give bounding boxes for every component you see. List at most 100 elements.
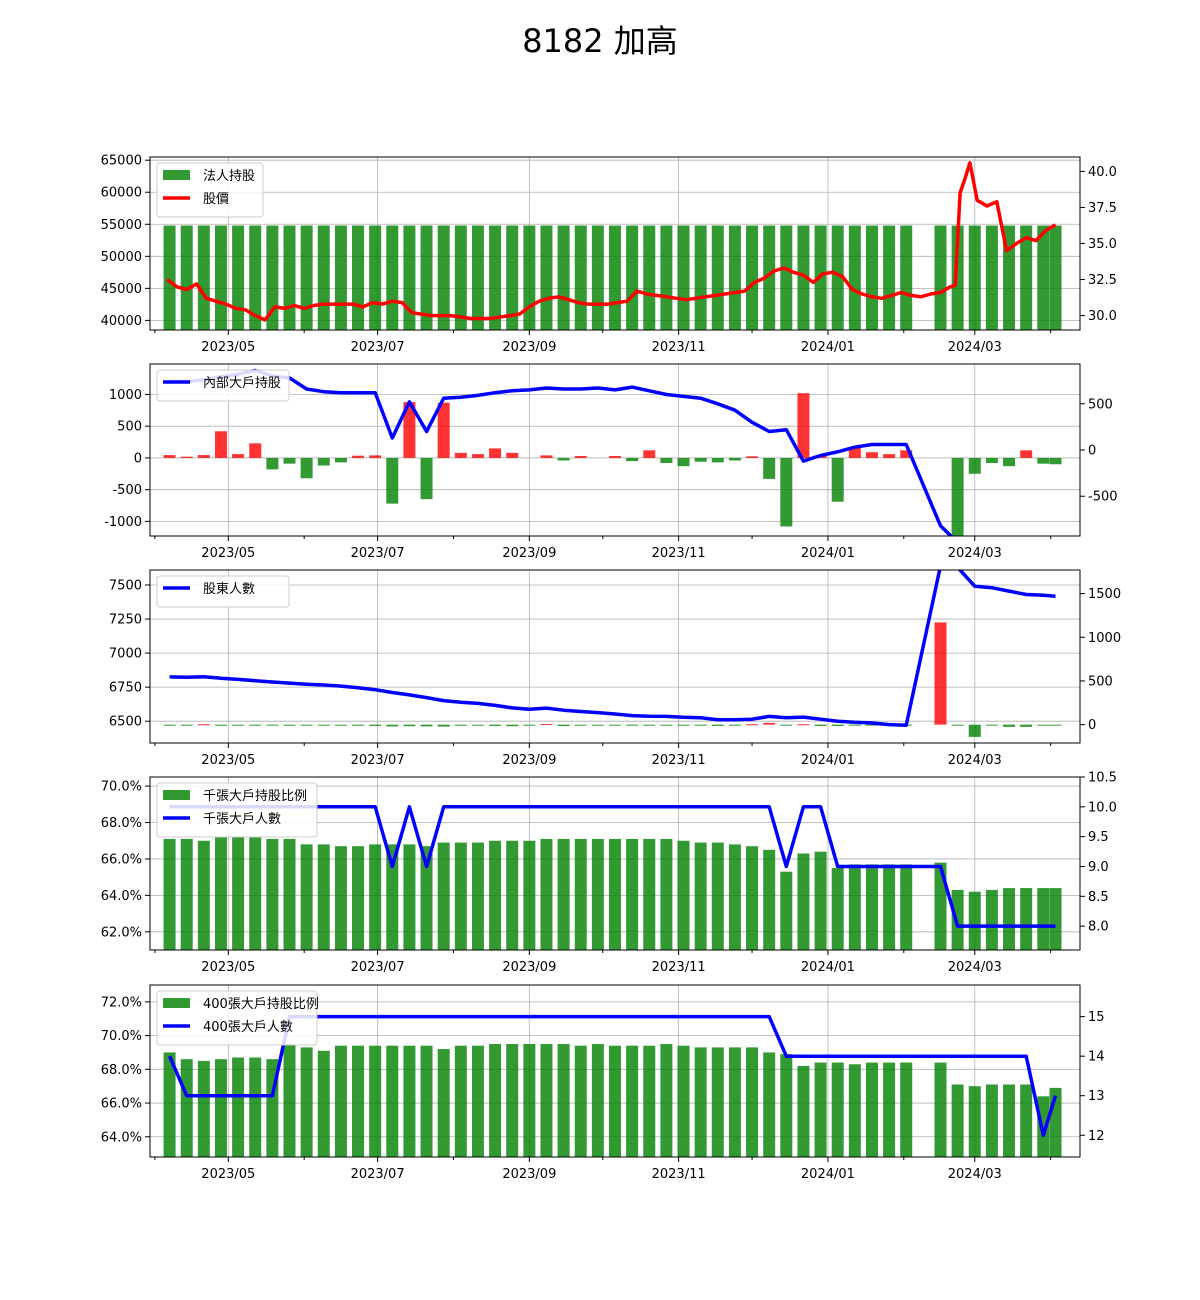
bar — [711, 225, 724, 330]
bar-series — [163, 225, 1062, 330]
x-tick-label: 2023/09 — [502, 340, 556, 355]
bar — [883, 225, 896, 330]
x-tick-label: 2023/07 — [351, 753, 405, 768]
x-tick-label: 2024/01 — [801, 340, 855, 355]
bar — [437, 1049, 450, 1157]
bar — [677, 840, 690, 950]
bar — [831, 724, 844, 726]
line-series — [166, 161, 1057, 322]
bar — [489, 1044, 502, 1157]
bar — [848, 447, 861, 458]
bar — [968, 724, 981, 737]
chart-panel-four-hundred-lot-holders: 2023/05 2023/07 2023/09 2023/11 2024/01 2024/… — [101, 984, 1105, 1182]
y-tick-label: 64.0% — [101, 1130, 142, 1145]
bar — [540, 723, 553, 725]
plot-frame — [149, 776, 1081, 951]
bar — [951, 225, 964, 330]
bar — [780, 457, 793, 527]
bar — [214, 837, 227, 950]
bar — [163, 838, 176, 950]
bar — [780, 871, 793, 950]
bar — [746, 724, 759, 726]
bar — [232, 225, 245, 330]
bar — [232, 724, 245, 726]
chart-panel-insider-holdings: 2023/05 2023/07 2023/09 2023/11 2024/01 2024/… — [104, 363, 1118, 561]
plot-frame — [149, 984, 1081, 1158]
bar — [386, 1045, 399, 1157]
bar — [883, 1062, 896, 1157]
y-axis-right: 8.0 8.5 9.0 9.5 10.0 10.5 — [1080, 771, 1117, 935]
legend-label: 400張大戶持股比例 — [203, 997, 319, 1012]
bar — [763, 1052, 776, 1157]
bar — [266, 457, 279, 470]
bar — [797, 225, 810, 330]
bar — [437, 724, 450, 727]
x-tick-label: 2023/05 — [201, 1167, 255, 1182]
bar — [968, 1086, 981, 1157]
x-tick-label: 2023/07 — [351, 546, 405, 561]
bar — [163, 455, 176, 458]
bar — [506, 1044, 519, 1157]
y-tick-label: 7000 — [109, 647, 142, 662]
bar — [591, 1044, 604, 1157]
legend-bar-swatch — [163, 790, 190, 800]
bar — [1037, 225, 1050, 330]
bar — [626, 724, 639, 726]
bar — [197, 225, 210, 330]
bar — [454, 724, 467, 726]
bar — [471, 454, 484, 458]
legend-label: 法人持股 — [203, 169, 255, 184]
bar-series — [163, 622, 1062, 737]
bar — [711, 1047, 724, 1157]
bar — [763, 849, 776, 950]
bar — [865, 452, 878, 458]
y-tick-label: 66.0% — [101, 852, 142, 867]
bar — [728, 457, 741, 461]
legend-label: 股價 — [203, 192, 229, 207]
bar — [574, 456, 587, 458]
bar — [831, 225, 844, 330]
x-tick-label: 2023/07 — [351, 1167, 405, 1182]
bar — [317, 1050, 330, 1157]
bar — [746, 846, 759, 950]
bar — [660, 457, 673, 464]
x-tick-label: 2023/05 — [201, 960, 255, 975]
bar — [746, 456, 759, 458]
bar — [763, 722, 776, 725]
bar — [694, 842, 707, 950]
bar — [591, 838, 604, 950]
x-tick-label: 2023/09 — [502, 546, 556, 561]
bar — [386, 844, 399, 950]
y-axis-left: 62.0% 64.0% 66.0% 68.0% 70.0% — [101, 780, 150, 940]
bar — [403, 1045, 416, 1157]
y-tick-label: 1000 — [1088, 631, 1121, 646]
legend-bar-swatch — [163, 998, 190, 1008]
bar — [420, 846, 433, 950]
bar — [763, 457, 776, 479]
bar — [369, 724, 382, 726]
x-tick-label: 2024/03 — [948, 340, 1002, 355]
x-axis: 2023/05 2023/07 2023/09 2023/11 2024/01 2024/… — [154, 1157, 1052, 1182]
y-tick-label: 66.0% — [101, 1097, 142, 1112]
bar — [1037, 888, 1050, 950]
legend-label: 400張大戶人數 — [203, 1020, 293, 1035]
x-tick-label: 2023/05 — [201, 546, 255, 561]
y-axis-left: 6500 6750 7000 7250 7500 — [109, 578, 150, 730]
y-tick-label: 6500 — [109, 715, 142, 730]
bar — [797, 1065, 810, 1157]
bar — [232, 454, 245, 458]
bar — [489, 448, 502, 458]
x-tick-label: 2024/01 — [801, 546, 855, 561]
bar — [471, 842, 484, 950]
bar — [574, 838, 587, 950]
bar-series — [163, 393, 1062, 536]
bar — [557, 225, 570, 330]
bar — [352, 724, 365, 726]
legend-label: 股東人數 — [203, 581, 255, 597]
bar — [420, 1045, 433, 1157]
y-tick-label: 500 — [117, 420, 142, 435]
legend-box — [156, 782, 318, 838]
bar — [1037, 1096, 1050, 1157]
x-tick-label: 2023/11 — [652, 546, 706, 561]
